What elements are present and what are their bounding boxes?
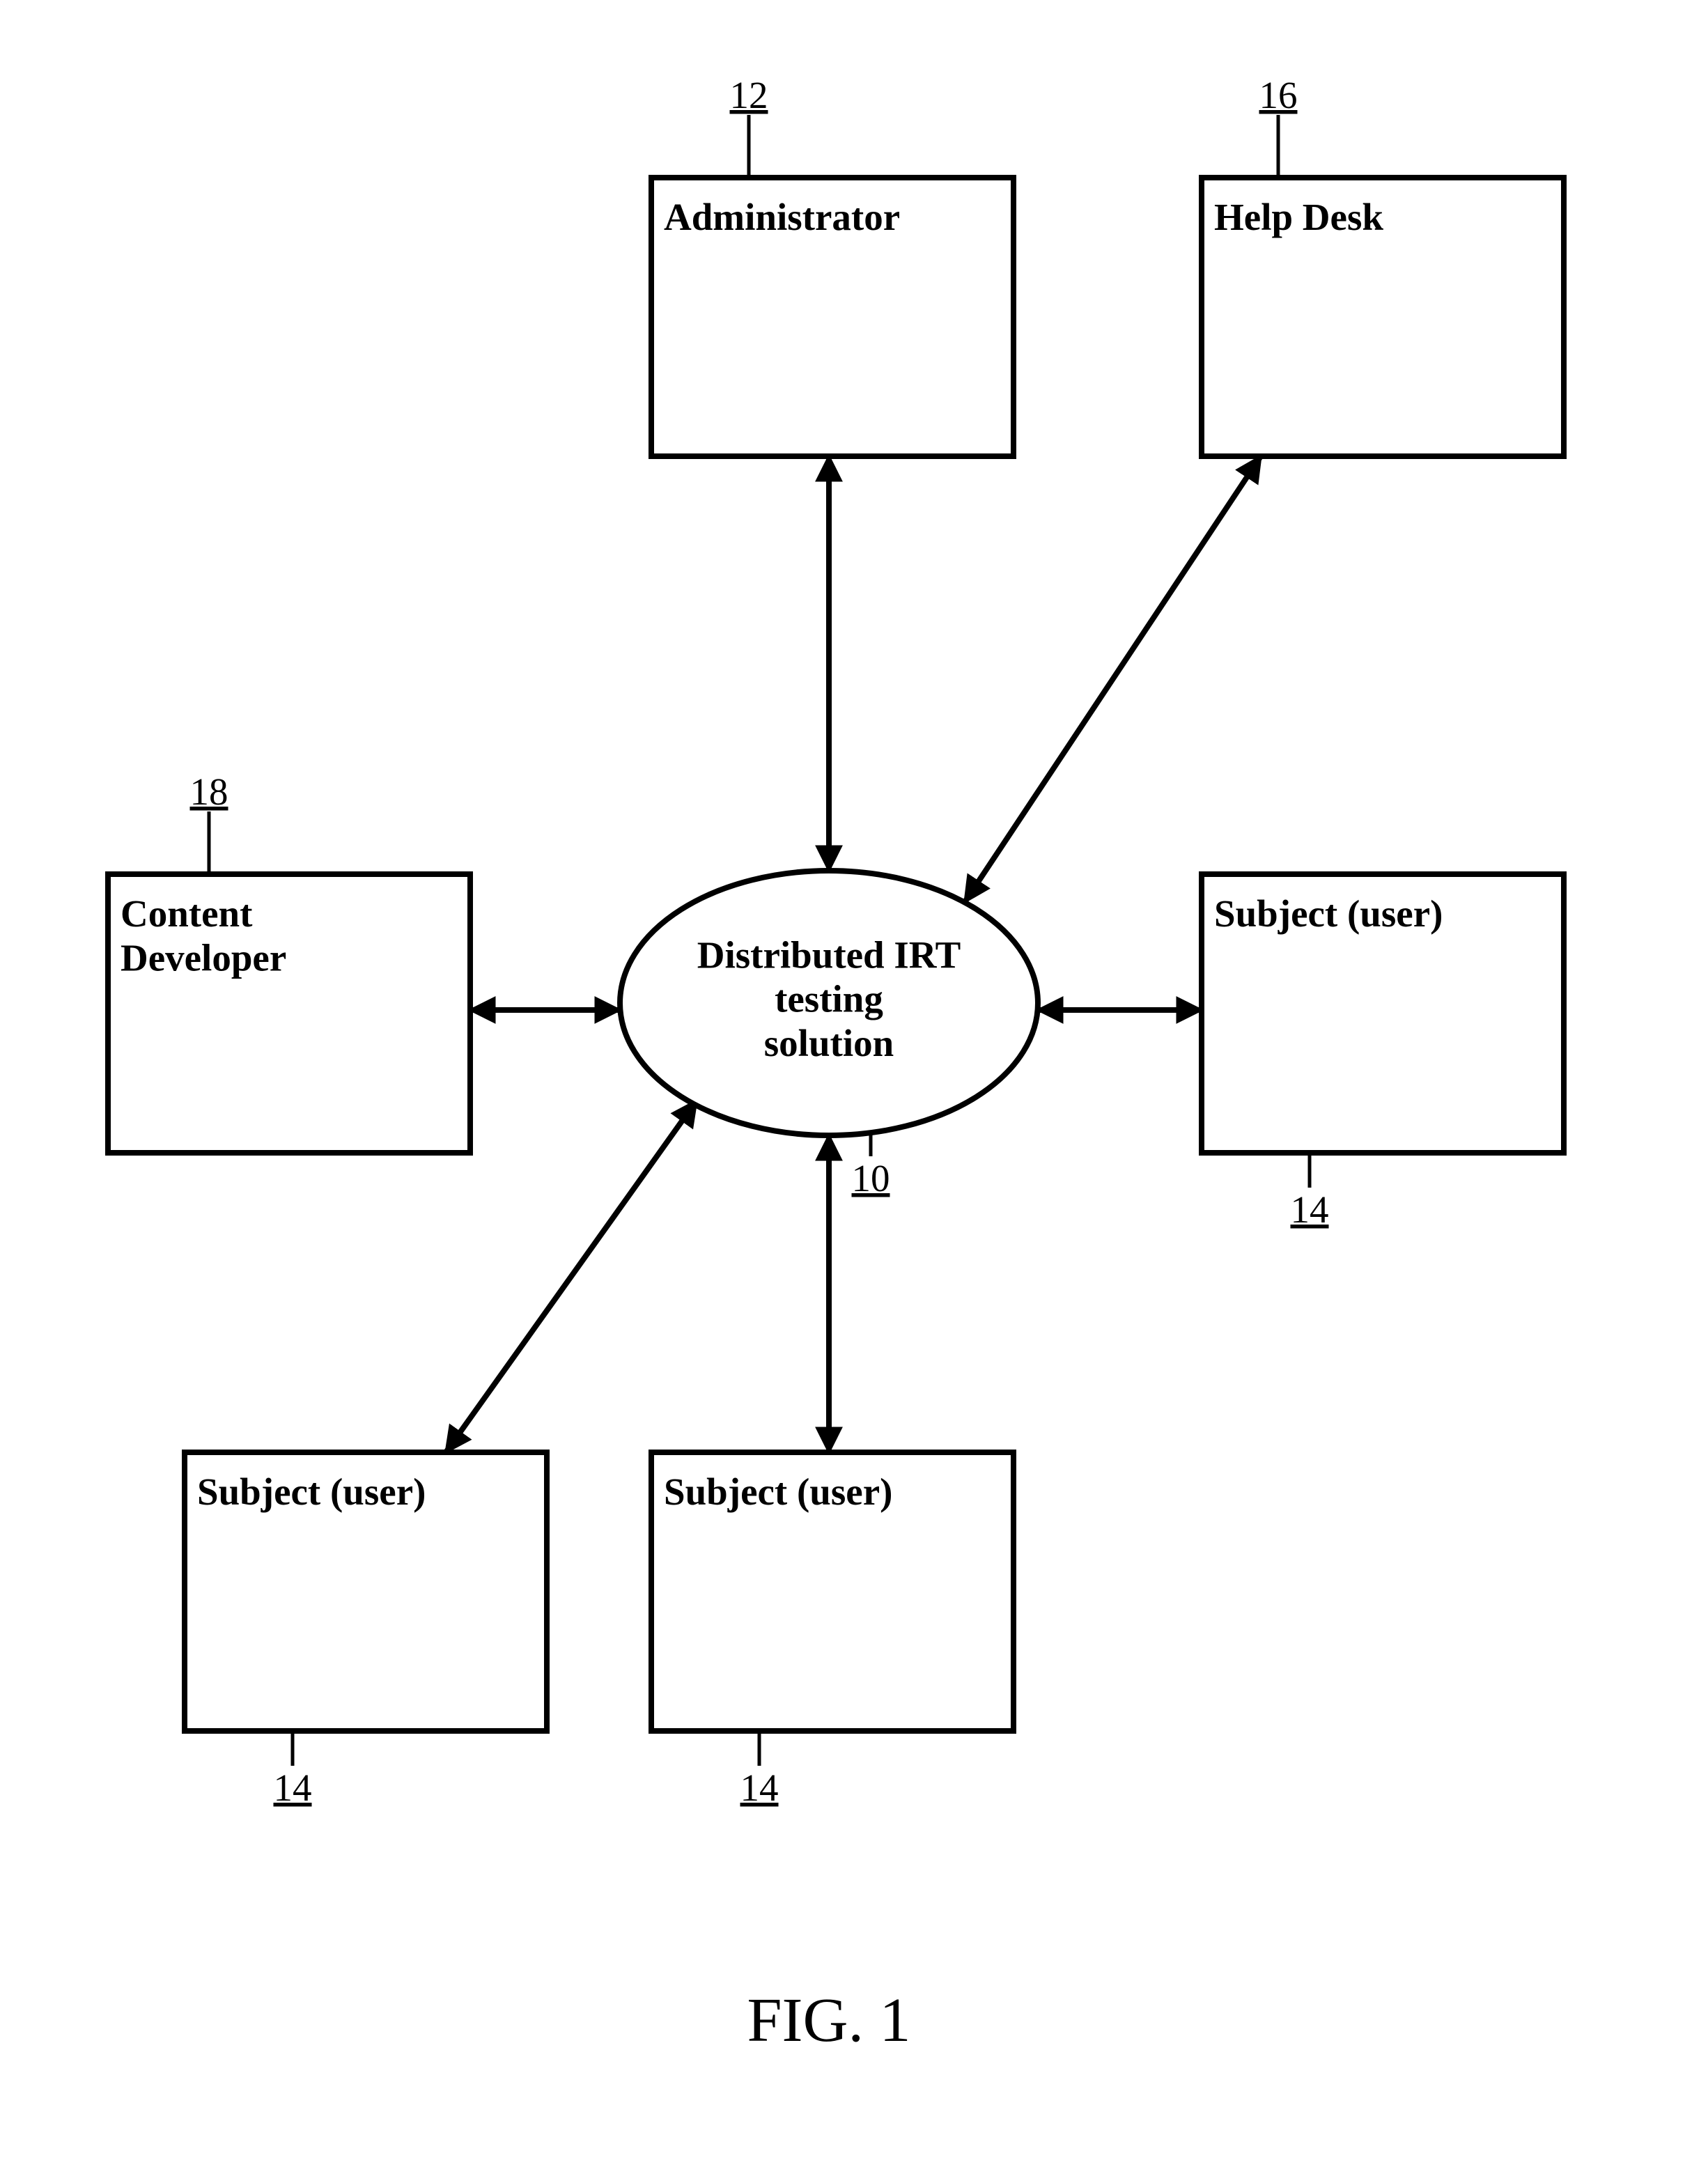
node-user2-label-0: Subject (user) xyxy=(664,1470,892,1513)
central-label-line-0: Distributed IRT xyxy=(697,933,961,976)
ref-num-14: 14 xyxy=(274,1766,312,1809)
node-user2: Subject (user) xyxy=(651,1452,1014,1731)
figure-label: FIG. 1 xyxy=(747,1986,910,2055)
ref-num-14: 14 xyxy=(1291,1188,1329,1231)
node-helpdesk-label-0: Help Desk xyxy=(1214,196,1383,238)
edge-1 xyxy=(965,456,1261,902)
ref-num-16: 16 xyxy=(1259,74,1298,116)
node-content: ContentDeveloper xyxy=(108,874,470,1153)
central-label-line-1: testing xyxy=(775,978,883,1020)
ref-num-14: 14 xyxy=(740,1766,779,1809)
diagram-canvas: Distributed IRTtestingsolution Administra… xyxy=(0,0,1708,2183)
node-content-label-1: Developer xyxy=(121,936,286,979)
ref-num-12: 12 xyxy=(730,74,768,116)
node-helpdesk: Help Desk xyxy=(1202,178,1564,456)
node-admin: Administrator xyxy=(651,178,1014,456)
node-user3-label-0: Subject (user) xyxy=(1214,892,1443,935)
node-user3: Subject (user) xyxy=(1202,874,1564,1153)
central-node: Distributed IRTtestingsolution xyxy=(620,871,1038,1135)
ref-num-18: 18 xyxy=(190,770,228,813)
nodes-layer: Distributed IRTtestingsolution Administra… xyxy=(108,178,1564,1731)
node-user1: Subject (user) xyxy=(185,1452,547,1731)
node-content-label-0: Content xyxy=(121,892,253,935)
node-admin-label-0: Administrator xyxy=(664,196,900,238)
edge-4 xyxy=(446,1101,697,1452)
central-label-line-2: solution xyxy=(764,1022,894,1064)
node-user1-label-0: Subject (user) xyxy=(197,1470,426,1513)
ref-num-10: 10 xyxy=(852,1157,890,1199)
